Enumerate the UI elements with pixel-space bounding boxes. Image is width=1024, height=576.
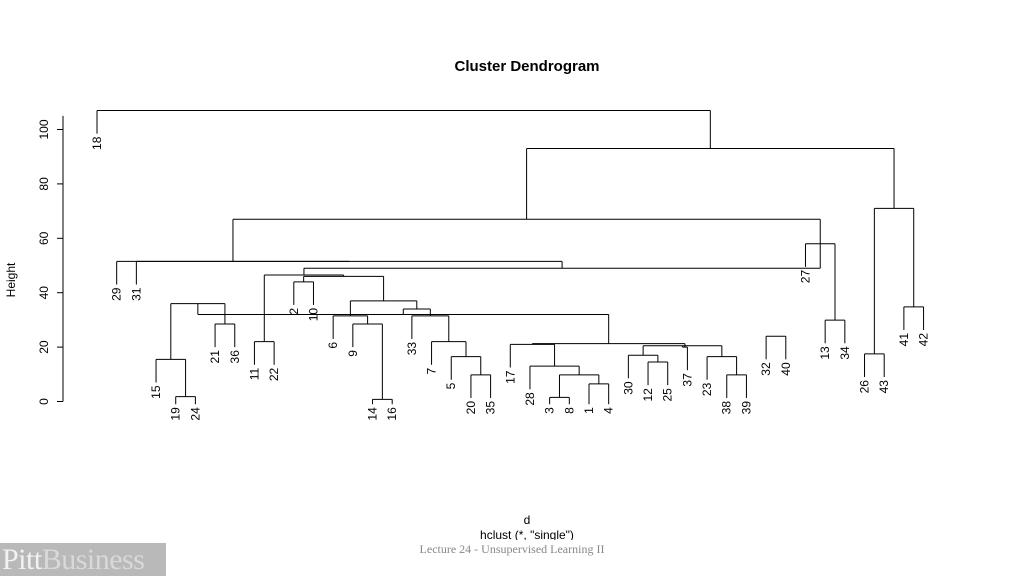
leaf-label: 37 — [680, 373, 694, 387]
y-tick-label: 20 — [37, 340, 51, 354]
leaf-label: 1 — [582, 407, 596, 414]
leaf-label: 10 — [306, 308, 320, 322]
leaf-label: 33 — [405, 342, 419, 356]
leaf-label: 5 — [444, 382, 458, 389]
dendrogram-chart: Cluster Dendrogram Height d hclust (*, "… — [4, 58, 931, 540]
leaf-label: 19 — [169, 407, 183, 421]
leaf-label: 31 — [129, 287, 143, 301]
leaf-label: 3 — [543, 407, 557, 414]
leaf-label: 23 — [700, 382, 714, 396]
leaf-label: 43 — [877, 380, 891, 394]
y-tick-label: 80 — [37, 177, 51, 191]
y-axis: 0 20 40 60 80 100 — [37, 115, 64, 405]
leaf-label: 30 — [621, 381, 635, 395]
leaf-label: 12 — [641, 388, 655, 402]
leaf-label: 41 — [897, 333, 911, 347]
y-axis-label: Height — [4, 262, 18, 297]
leaf-label: 18 — [90, 136, 104, 150]
leaf-label: 20 — [464, 401, 478, 415]
leaf-label: 4 — [602, 407, 616, 414]
leaf-label: 14 — [366, 407, 380, 421]
leaf-label: 28 — [523, 392, 537, 406]
leaf-label: 39 — [739, 401, 753, 415]
leaf-label: 27 — [798, 270, 812, 284]
x-axis-label: d — [524, 513, 531, 527]
leaf-label: 9 — [346, 350, 360, 357]
leaf-label: 16 — [385, 407, 399, 421]
leaf-label: 36 — [228, 350, 242, 364]
leaf-label: 25 — [661, 388, 675, 402]
dendrogram-tree — [96, 109, 925, 405]
leaf-label: 40 — [779, 362, 793, 376]
leaf-label: 24 — [188, 407, 202, 421]
leaf-label: 2 — [287, 308, 301, 315]
leaf-label: 38 — [720, 401, 734, 415]
pitt-business-logo: PittBusiness — [0, 543, 166, 576]
leaf-label: 22 — [267, 367, 281, 381]
leaf-label: 17 — [503, 370, 517, 384]
leaf-label: 7 — [425, 367, 439, 374]
y-tick-label: 60 — [37, 231, 51, 245]
leaf-label: 11 — [247, 367, 261, 380]
leaf-label: 34 — [838, 346, 852, 360]
chart-title: Cluster Dendrogram — [454, 58, 599, 75]
leaf-label: 8 — [562, 407, 576, 414]
lecture-caption: Lecture 24 - Unsupervised Learning II — [419, 542, 605, 556]
leaf-label: 6 — [326, 342, 340, 349]
leaf-label: 29 — [110, 287, 124, 301]
y-tick-label: 0 — [37, 398, 51, 405]
leaf-label: 21 — [208, 350, 222, 364]
y-tick-label: 40 — [37, 286, 51, 300]
leaf-label: 15 — [149, 385, 163, 399]
leaf-label: 42 — [917, 333, 931, 347]
leaf-label: 35 — [484, 401, 498, 415]
leaf-label: 32 — [759, 362, 773, 376]
y-tick-label: 100 — [37, 119, 51, 139]
chart-subtitle: hclust (*, "single") — [480, 528, 574, 540]
leaf-label: 13 — [818, 346, 832, 360]
leaf-label: 26 — [858, 380, 872, 394]
